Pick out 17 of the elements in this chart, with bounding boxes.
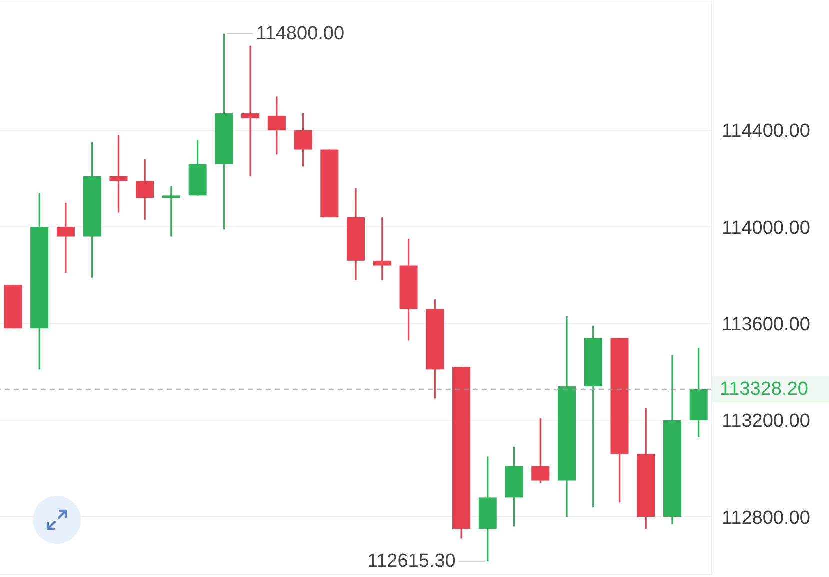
- ref-line-label: 113328.20: [720, 378, 808, 400]
- annotation: 112615.30: [367, 551, 456, 572]
- annotation: 114800.00: [256, 23, 345, 44]
- candlestick: [162, 185, 180, 238]
- candlestick: [268, 96, 286, 156]
- candlestick: [136, 158, 154, 221]
- y-tick-label: 114000.00: [722, 218, 810, 239]
- candlestick: [373, 216, 392, 282]
- y-tick-label: 114400.00: [722, 121, 810, 142]
- candlestick: [56, 202, 75, 274]
- y-tick-label: 113200.00: [722, 411, 810, 432]
- candlestick: [294, 112, 312, 168]
- y-tick-label: 112800.00: [722, 508, 810, 529]
- candlestick: [242, 45, 260, 178]
- y-tick-label: 113600.00: [722, 314, 810, 336]
- candlestick: [532, 417, 550, 484]
- candlestick: [110, 134, 128, 214]
